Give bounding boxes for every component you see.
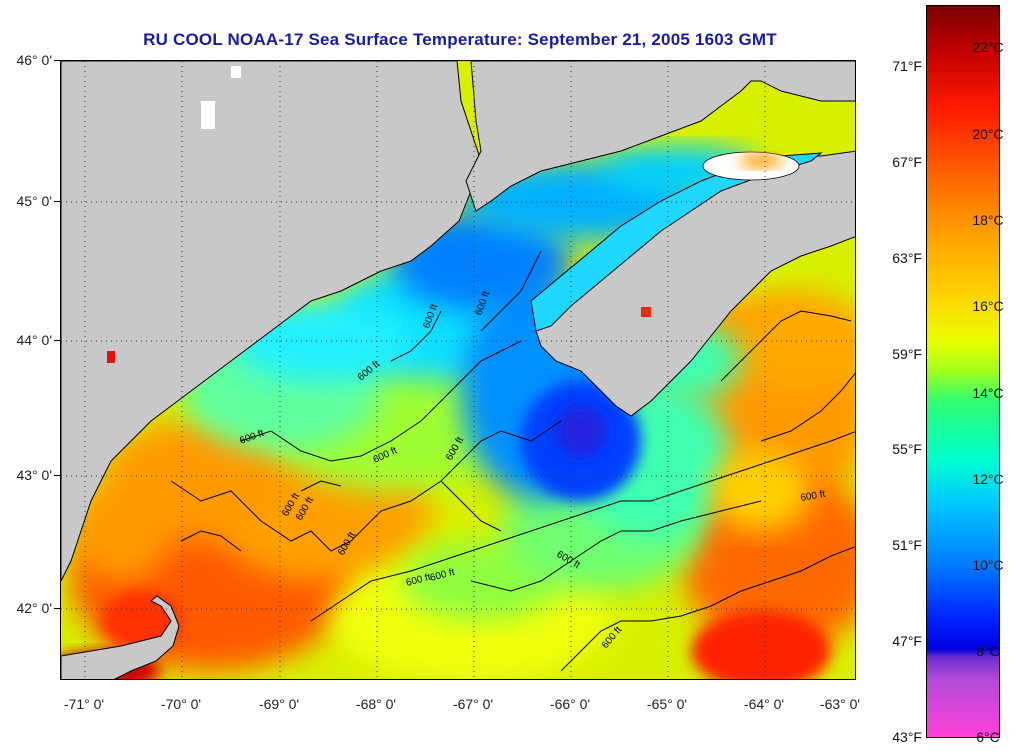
lon-label: -70° 0' [160,696,202,712]
lon-label: -69° 0' [258,696,300,712]
land-canada [465,61,855,212]
lat-tick [54,60,60,61]
lon-label: -65° 0' [646,696,688,712]
lat-tick [54,340,60,341]
lat-label: 44° 0' [16,332,52,348]
lat-label: 45° 0' [16,193,52,209]
land-artifact [201,101,215,129]
colorbar-label-c: 20°C [972,126,1004,142]
colorbar-label-f: 43°F [892,729,922,745]
land-artifact [231,66,241,78]
land-artifact [107,351,115,363]
colorbar-label-f: 55°F [892,441,922,457]
lon-label: -67° 0' [452,696,494,712]
colorbar-label-c: 8°C [976,643,1000,659]
colorbar-label-f: 51°F [892,537,922,553]
lon-label: -66° 0' [549,696,591,712]
colorbar-label-c: 22°C [972,39,1004,55]
lon-label: -71° 0' [63,696,105,712]
colorbar-label-c: 16°C [972,298,1004,314]
lat-tick [54,201,60,202]
colorbar-label-f: 59°F [892,346,922,362]
colorbar-label-c: 12°C [972,471,1004,487]
lon-label: -68° 0' [355,696,397,712]
chart-title: RU COOL NOAA-17 Sea Surface Temperature:… [143,30,777,49]
sst-map: 600 ft 600 ft 600 ft 600 ft 600 ft 600 f… [60,60,856,680]
land-artifact [641,307,651,317]
lon-label: -63° 0' [819,696,861,712]
land-cape-cod [61,595,180,679]
temperature-colorbar [926,5,1000,738]
colorbar-label-f: 67°F [892,154,922,170]
colorbar-label-c: 6°C [976,729,1000,745]
lat-tick [54,608,60,609]
lon-label: -64° 0' [743,696,785,712]
minas-basin-warm [739,154,783,168]
colorbar-label-f: 47°F [892,633,922,649]
lat-label: 46° 0' [16,52,52,68]
graticule [61,61,855,679]
colorbar-label-c: 10°C [972,557,1004,573]
colorbar-label-c: 18°C [972,212,1004,228]
colorbar-label-f: 63°F [892,250,922,266]
lat-label: 42° 0' [16,600,52,616]
lat-label: 43° 0' [16,467,52,483]
isobath-contours [170,250,855,672]
lat-tick [54,475,60,476]
colorbar-label-f: 71°F [892,58,922,74]
isobath-label: 600 ft [800,489,827,504]
colorbar-label-c: 14°C [972,385,1004,401]
